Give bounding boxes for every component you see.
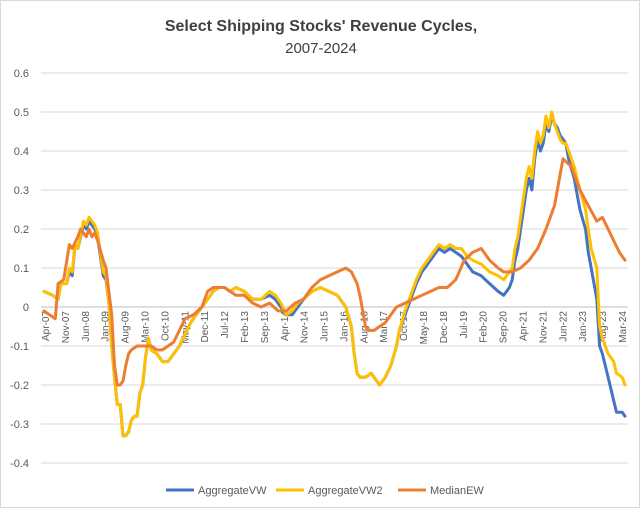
x-tick-label: May-18: [419, 311, 430, 345]
x-tick-label: Nov-14: [300, 311, 311, 344]
x-tick-label: Oct-10: [160, 311, 171, 341]
y-tick-label: -0.1: [10, 341, 29, 353]
x-tick-label: Apr-14: [280, 311, 291, 341]
x-tick-label: Nov-21: [538, 311, 549, 344]
x-tick-label: Apr-21: [519, 311, 530, 341]
x-tick-label: Mar-10: [140, 311, 151, 343]
legend-label: MedianEW: [430, 485, 484, 497]
y-tick-label: 0.5: [14, 107, 29, 119]
x-tick-label: Jan-16: [339, 311, 350, 342]
y-tick-label: -0.4: [10, 458, 29, 470]
series-line-aggregatevw: [42, 114, 627, 438]
x-tick-label: Jan-09: [101, 311, 112, 342]
x-tick-label: Mar-24: [618, 311, 629, 343]
x-tick-label: Mar-17: [379, 311, 390, 343]
y-tick-label: 0.6: [14, 68, 29, 80]
x-axis-ticks: Apr-07 Nov-07 Jun-08 Jan-09 Aug-09 Mar-10 Oct-…: [41, 311, 629, 345]
chart-title: Select Shipping Stocks' Revenue Cycles,: [165, 18, 477, 35]
legend: AggregateVW AggregateVW2 MedianEW: [166, 485, 484, 497]
x-tick-label: Feb-13: [240, 311, 251, 343]
x-tick-label: Jul-12: [220, 311, 231, 339]
gridlines: [41, 72, 628, 464]
series-line-medianew: [42, 157, 627, 387]
x-tick-label: Sep-13: [260, 311, 271, 344]
y-tick-label: -0.3: [10, 419, 29, 431]
x-tick-label: Dec-18: [439, 311, 450, 344]
x-tick-label: Jun-08: [81, 311, 92, 342]
x-tick-label: Sep-20: [499, 311, 510, 344]
x-tick-label: Jun-22: [558, 311, 569, 342]
y-tick-label: 0.1: [14, 263, 29, 275]
series-line-aggregatevw2: [42, 110, 627, 438]
y-axis-ticks: 0.6 0.5 0.4 0.3 0.2 0.1 0 -0.1 -0.2 -0.3 -0.4: [10, 68, 29, 470]
y-tick-label: 0: [23, 302, 29, 314]
x-tick-label: Aug-23: [598, 311, 609, 344]
legend-label: AggregateVW2: [308, 485, 383, 497]
x-tick-label: Feb-20: [479, 311, 490, 343]
x-tick-label: Oct-17: [399, 311, 410, 341]
y-tick-label: 0.3: [14, 185, 29, 197]
x-tick-label: May-11: [180, 311, 191, 344]
x-tick-label: Aug-09: [121, 311, 132, 344]
x-tick-label: Jun-15: [320, 311, 331, 342]
x-tick-label: Apr-07: [41, 311, 52, 341]
x-tick-label: Nov-07: [61, 311, 72, 344]
y-tick-label: 0.4: [14, 146, 29, 158]
x-tick-label: Dec-11: [200, 311, 211, 343]
y-tick-label: 0.2: [14, 224, 29, 236]
legend-label: AggregateVW: [198, 485, 267, 497]
x-tick-label: Jan-23: [578, 311, 589, 342]
x-tick-label: Jul-19: [459, 311, 470, 339]
series-lines: [42, 110, 627, 438]
chart-subtitle: 2007-2024: [285, 40, 357, 57]
y-tick-label: -0.2: [10, 380, 29, 392]
